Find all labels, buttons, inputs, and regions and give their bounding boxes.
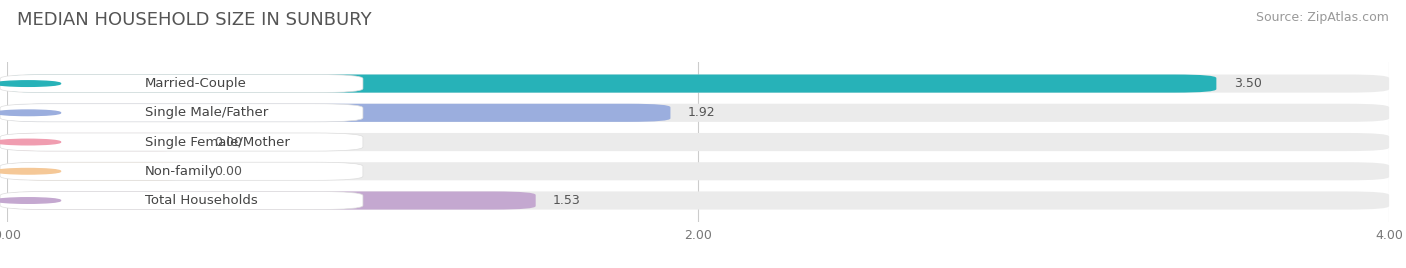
Text: Total Households: Total Households xyxy=(145,194,257,207)
FancyBboxPatch shape xyxy=(7,191,1389,210)
FancyBboxPatch shape xyxy=(7,162,1389,180)
FancyBboxPatch shape xyxy=(0,75,363,93)
Text: Single Female/Mother: Single Female/Mother xyxy=(145,136,290,148)
Text: 1.53: 1.53 xyxy=(553,194,581,207)
Circle shape xyxy=(0,81,60,86)
FancyBboxPatch shape xyxy=(7,75,1216,93)
FancyBboxPatch shape xyxy=(7,133,1389,151)
Text: 3.50: 3.50 xyxy=(1233,77,1261,90)
Text: 0.00: 0.00 xyxy=(214,136,242,148)
Circle shape xyxy=(0,139,60,145)
Text: 0.00: 0.00 xyxy=(214,165,242,178)
FancyBboxPatch shape xyxy=(7,75,1389,93)
Text: Married-Couple: Married-Couple xyxy=(145,77,247,90)
Text: MEDIAN HOUSEHOLD SIZE IN SUNBURY: MEDIAN HOUSEHOLD SIZE IN SUNBURY xyxy=(17,11,371,29)
FancyBboxPatch shape xyxy=(7,133,197,151)
FancyBboxPatch shape xyxy=(7,162,197,180)
Circle shape xyxy=(0,110,60,116)
Circle shape xyxy=(0,198,60,203)
Text: Single Male/Father: Single Male/Father xyxy=(145,106,269,119)
FancyBboxPatch shape xyxy=(0,133,363,151)
FancyBboxPatch shape xyxy=(7,104,671,122)
FancyBboxPatch shape xyxy=(7,191,536,210)
Text: Source: ZipAtlas.com: Source: ZipAtlas.com xyxy=(1256,11,1389,24)
FancyBboxPatch shape xyxy=(7,104,1389,122)
Circle shape xyxy=(0,169,60,174)
Text: 1.92: 1.92 xyxy=(688,106,716,119)
FancyBboxPatch shape xyxy=(0,104,363,122)
FancyBboxPatch shape xyxy=(0,191,363,210)
Text: Non-family: Non-family xyxy=(145,165,217,178)
FancyBboxPatch shape xyxy=(0,162,363,180)
